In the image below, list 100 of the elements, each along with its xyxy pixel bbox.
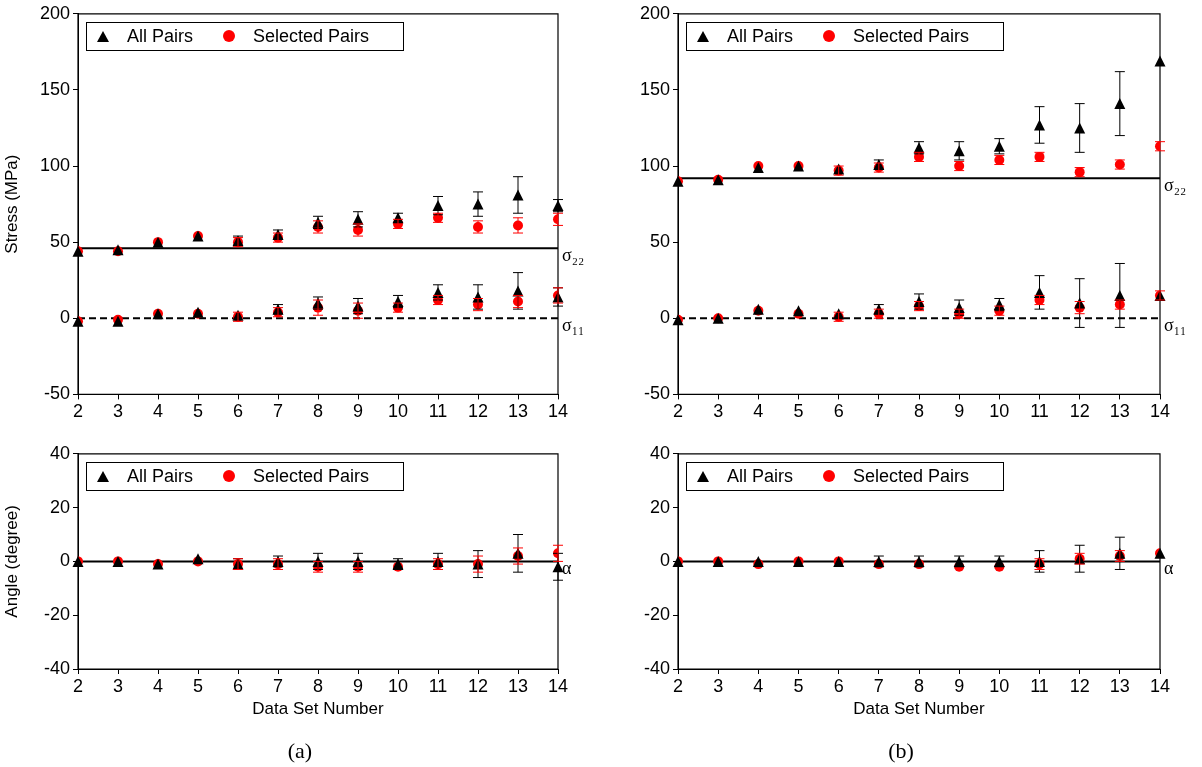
legend-label: Selected Pairs bbox=[253, 25, 370, 47]
x-tick-label: 4 bbox=[152, 675, 164, 696]
x-tick-label: 12 bbox=[1069, 675, 1090, 696]
x-tick-label: 6 bbox=[232, 675, 244, 696]
y-axis-title: Stress (MPa) bbox=[1, 154, 21, 254]
ref-line-label: α bbox=[1164, 558, 1174, 579]
x-tick-label: 2 bbox=[72, 401, 84, 422]
x-tick-label: 9 bbox=[352, 675, 364, 696]
ref-line-label: α bbox=[562, 558, 572, 579]
y-tick-label: -20 bbox=[43, 604, 70, 625]
x-tick-label: 5 bbox=[192, 675, 204, 696]
legend-label: All Pairs bbox=[127, 465, 194, 487]
y-tick-label: 20 bbox=[649, 496, 670, 517]
x-tick-label: 6 bbox=[833, 401, 844, 422]
x-tick-label: 7 bbox=[272, 675, 284, 696]
x-tick-label: 11 bbox=[428, 675, 448, 696]
x-tick-label: 12 bbox=[467, 401, 489, 422]
x-tick-label: 8 bbox=[312, 675, 324, 696]
x-tick-label: 9 bbox=[954, 401, 965, 422]
x-tick-label: 12 bbox=[467, 675, 489, 696]
x-axis-title: Data Set Number bbox=[252, 699, 384, 719]
x-tick-label: 6 bbox=[232, 401, 244, 422]
x-tick-label: 2 bbox=[672, 401, 684, 422]
point bbox=[672, 175, 684, 187]
x-tick-label: 3 bbox=[713, 675, 724, 696]
y-tick-label: 50 bbox=[649, 231, 670, 252]
x-tick-label: 3 bbox=[713, 401, 724, 422]
y-tick-label: 100 bbox=[639, 155, 670, 176]
text: (a) bbox=[286, 738, 314, 764]
point bbox=[672, 555, 684, 567]
point bbox=[72, 315, 84, 327]
legend-label: Selected Pairs bbox=[853, 25, 970, 47]
y-tick-label: -50 bbox=[43, 383, 70, 404]
x-axis-title: Data Set Number bbox=[853, 699, 985, 719]
x-tick-label: 11 bbox=[1030, 675, 1049, 696]
y-tick-label: -20 bbox=[643, 604, 670, 625]
x-tick-label: 5 bbox=[793, 675, 804, 696]
legend-label: All Pairs bbox=[127, 25, 194, 47]
y-tick-label: -40 bbox=[43, 657, 70, 678]
point bbox=[552, 212, 564, 226]
x-tick-label: 3 bbox=[112, 675, 124, 696]
point bbox=[72, 555, 84, 567]
x-tick-label: 13 bbox=[1109, 401, 1130, 422]
legend-label: All Pairs bbox=[727, 465, 794, 487]
x-tick-label: 4 bbox=[152, 401, 164, 422]
y-axis-title: Angle (degree) bbox=[1, 505, 21, 618]
x-tick-label: 7 bbox=[272, 401, 284, 422]
x-tick-label: 7 bbox=[873, 675, 884, 696]
y-tick-label: 0 bbox=[59, 550, 70, 571]
y-tick-label: 40 bbox=[49, 442, 70, 463]
y-tick-label: 40 bbox=[649, 442, 670, 463]
x-tick-label: 9 bbox=[954, 675, 965, 696]
y-tick-label: 20 bbox=[49, 496, 70, 517]
x-tick-label: 14 bbox=[1149, 401, 1171, 422]
ref-line-label: σ₂₂ bbox=[562, 244, 585, 265]
y-tick-label: 0 bbox=[659, 550, 670, 571]
x-tick-label: 5 bbox=[793, 401, 804, 422]
x-tick-label: 2 bbox=[72, 675, 84, 696]
x-tick-label: 8 bbox=[913, 675, 925, 696]
x-tick-label: 10 bbox=[989, 675, 1010, 696]
x-tick-label: 14 bbox=[1149, 675, 1171, 696]
text: (b) bbox=[887, 738, 915, 764]
point bbox=[1154, 55, 1166, 67]
ref-line-label: σ₁₁ bbox=[1164, 315, 1187, 336]
point bbox=[752, 555, 764, 567]
y-tick-label: 0 bbox=[59, 307, 70, 328]
x-tick-label: 14 bbox=[547, 401, 569, 422]
y-tick-label: 150 bbox=[39, 78, 70, 99]
x-tick-label: 8 bbox=[913, 401, 925, 422]
x-tick-label: 4 bbox=[753, 401, 764, 422]
x-tick-label: 4 bbox=[753, 675, 764, 696]
x-tick-label: 11 bbox=[1030, 401, 1049, 422]
x-tick-label: 2 bbox=[672, 675, 684, 696]
x-tick-label: 13 bbox=[1109, 675, 1130, 696]
legend-label: Selected Pairs bbox=[253, 465, 370, 487]
x-tick-label: 12 bbox=[1069, 401, 1090, 422]
ref-line-label: σ₁₁ bbox=[562, 315, 585, 336]
x-tick-label: 6 bbox=[833, 675, 844, 696]
y-tick-label: -50 bbox=[643, 383, 670, 404]
x-tick-label: 13 bbox=[507, 675, 529, 696]
point bbox=[672, 314, 684, 326]
x-tick-label: 14 bbox=[547, 675, 569, 696]
x-tick-label: 5 bbox=[192, 401, 204, 422]
y-tick-label: 50 bbox=[49, 231, 70, 252]
legend-label: All Pairs bbox=[727, 25, 794, 47]
x-tick-label: 10 bbox=[989, 401, 1010, 422]
x-tick-label: 11 bbox=[428, 401, 448, 422]
y-tick-label: 100 bbox=[39, 155, 70, 176]
y-tick-label: 0 bbox=[659, 307, 670, 328]
legend-label: Selected Pairs bbox=[853, 465, 970, 487]
x-tick-label: 3 bbox=[112, 401, 124, 422]
x-tick-label: 13 bbox=[507, 401, 529, 422]
x-tick-label: 9 bbox=[352, 401, 364, 422]
x-tick-label: 10 bbox=[387, 675, 409, 696]
x-tick-label: 10 bbox=[387, 401, 409, 422]
y-tick-label: 200 bbox=[639, 2, 670, 23]
point bbox=[72, 245, 84, 257]
y-tick-label: 200 bbox=[39, 2, 70, 23]
y-tick-label: -40 bbox=[643, 657, 670, 678]
y-tick-label: 150 bbox=[639, 78, 670, 99]
